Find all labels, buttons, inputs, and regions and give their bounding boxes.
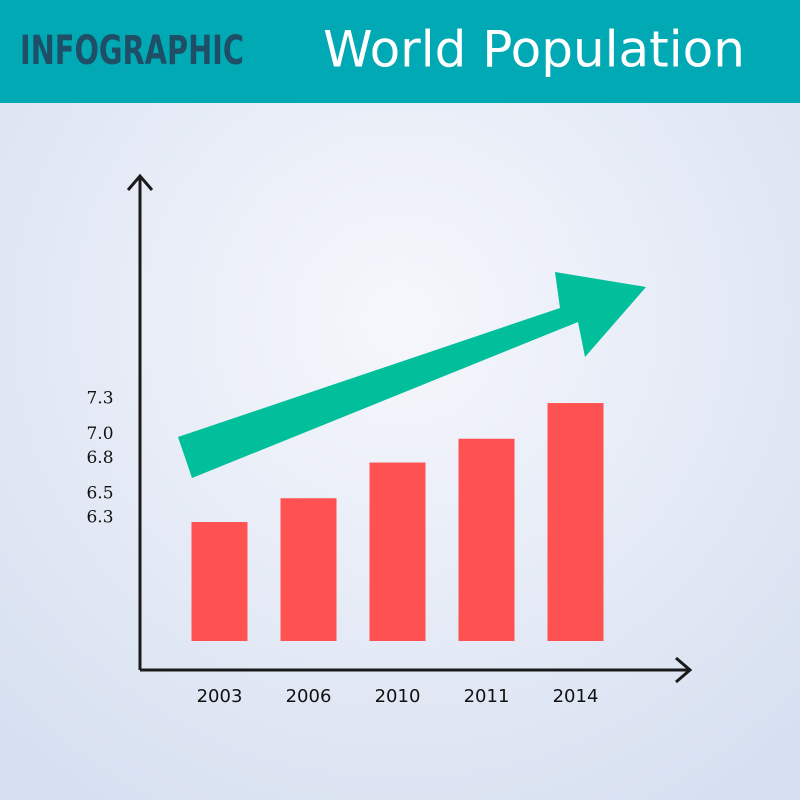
y-tick-label: 6.5 [86, 484, 113, 504]
bar [280, 498, 337, 641]
bar [191, 522, 248, 641]
y-tick-label: 7.3 [86, 389, 113, 409]
y-tick-label: 7.0 [86, 424, 113, 444]
x-tick-label: 2006 [286, 686, 332, 707]
x-tick-label: 2010 [375, 686, 421, 707]
y-tick-label: 6.3 [86, 508, 113, 528]
x-tick-label: 2003 [197, 686, 243, 707]
chart-title: World Population [323, 21, 745, 79]
bar [547, 403, 604, 641]
header-bar [0, 0, 800, 103]
x-tick-label: 2011 [464, 686, 510, 707]
header-label: INFOGRAPHIC [20, 28, 244, 74]
x-tick-label: 2014 [553, 686, 599, 707]
y-tick-label: 6.8 [86, 448, 113, 468]
bar [369, 462, 426, 641]
bar [458, 438, 515, 641]
axes [126, 173, 693, 684]
trend-arrow [178, 272, 646, 478]
